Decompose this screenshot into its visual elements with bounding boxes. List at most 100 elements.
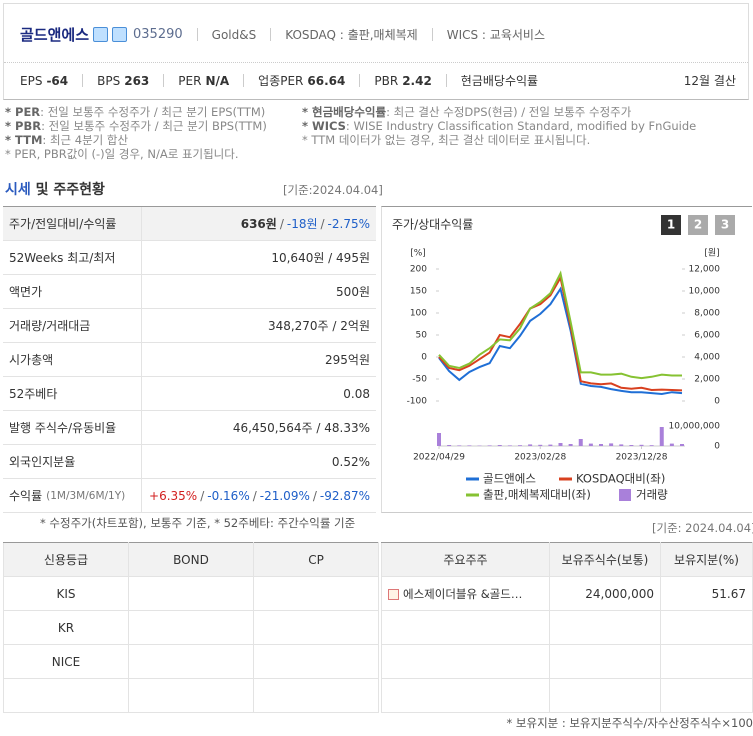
separator bbox=[163, 74, 165, 87]
y2-tick-label: 4,000 bbox=[694, 353, 720, 363]
metric-label: 현금배당수익률 bbox=[460, 74, 539, 88]
metric-value: 66.64 bbox=[307, 73, 346, 88]
row-label: 외국인지분율 bbox=[3, 445, 142, 478]
volume-bar bbox=[680, 444, 684, 446]
volume-bar bbox=[447, 445, 452, 446]
volume-bar bbox=[659, 427, 664, 446]
metric-label: PBR bbox=[374, 73, 399, 88]
market: KOSDAQ : 출판,매체복제 bbox=[285, 28, 418, 42]
label-text: 52주베타 bbox=[9, 387, 58, 401]
agency bbox=[3, 678, 129, 713]
y3-tick-label: 0 bbox=[714, 442, 720, 452]
row-value: 636원 / -18원 / -2.75% bbox=[142, 215, 376, 232]
page-button[interactable] bbox=[661, 215, 681, 235]
title-accent: 시세 bbox=[5, 182, 31, 198]
note-text: : 전일 보통주 수정주가 / 최근 분기 BPS(TTM) bbox=[41, 119, 267, 133]
row: KR bbox=[3, 610, 379, 645]
icon[interactable] bbox=[112, 27, 128, 42]
note: * PBR: 전일 보통주 수정주가 / 최근 분기 BPS(TTM) bbox=[5, 119, 267, 133]
value-part: 348,270주 / 2억원 bbox=[267, 319, 370, 333]
page-button-label[interactable]: 1 bbox=[667, 218, 675, 232]
note: * 현금배당수익률: 최근 결산 수정DPS(현금) / 전일 보통주 수정주가 bbox=[302, 105, 696, 119]
label-text: 액면가 bbox=[9, 285, 43, 299]
label-text: 시가총액 bbox=[9, 353, 54, 367]
series-line bbox=[438, 270, 682, 380]
metric-label: PER bbox=[178, 73, 202, 88]
value-part: / bbox=[252, 488, 257, 503]
stock-code: 035290 bbox=[133, 27, 183, 42]
page-button[interactable] bbox=[688, 215, 708, 235]
value-part: -92.87% bbox=[319, 488, 370, 503]
header-cell: CP bbox=[253, 542, 379, 577]
header-cell: 주요주주 bbox=[381, 542, 550, 577]
separator bbox=[243, 74, 245, 87]
notes-left: * PER: 전일 보통주 수정주가 / 최근 분기 EPS(TTM) * PBR… bbox=[5, 105, 267, 161]
volume-bar bbox=[507, 445, 512, 446]
value-part: -0.16% bbox=[207, 488, 250, 503]
icon[interactable] bbox=[93, 27, 109, 42]
value-part: 46,450,564주 / 48.33% bbox=[232, 421, 370, 435]
legend-label: 골드앤에스 bbox=[483, 472, 536, 486]
row-label: 수익률 (1M/3M/6M/1Y) bbox=[3, 479, 142, 512]
metric-value: 2.42 bbox=[402, 73, 432, 88]
value-part: -21.09% bbox=[259, 488, 310, 503]
label-text: 외국인지분율 bbox=[9, 455, 76, 469]
row bbox=[381, 610, 753, 645]
volume-bar bbox=[599, 444, 603, 446]
volume-bar bbox=[518, 445, 522, 446]
chart-panel: 주가/상대수익률 1 2 3 [%] [원] 200 150 100 50 0 -50 -100 12,0… bbox=[381, 206, 752, 513]
cell bbox=[549, 610, 661, 645]
header-row: 신용등급 BOND CP bbox=[3, 542, 379, 577]
cell bbox=[381, 644, 550, 679]
note-term: * WICS bbox=[302, 119, 346, 133]
y-tick-label: 50 bbox=[416, 331, 428, 341]
footnote: * 보유지분 : 보유지분주식수/자수산정주식수×100 bbox=[506, 716, 753, 730]
note-term: * 현금배당수익률 bbox=[302, 105, 387, 119]
y-tick-label: 200 bbox=[410, 265, 427, 275]
y2-tick-label: 12,000 bbox=[689, 265, 721, 275]
header-cell: 신용등급 bbox=[3, 542, 129, 577]
expand-icon[interactable] bbox=[388, 588, 399, 600]
note-text: * TTM 데이터가 없는 경우, 최근 결산 데이터로 표시됩니다. bbox=[302, 133, 591, 147]
table-row: 발행 주식수/유동비율 46,450,564주 / 48.33% bbox=[3, 411, 376, 445]
summary-box: 골드앤에스 035290 Gold&S KOSDAQ : 출판,매체복제 WIC… bbox=[3, 3, 749, 100]
value-part: -18원 bbox=[286, 217, 318, 231]
row: NICE bbox=[3, 644, 379, 679]
cell bbox=[381, 678, 550, 713]
legend-label: 출판,매체복제대비(좌) bbox=[483, 488, 591, 502]
cell bbox=[660, 644, 753, 679]
volume-bar bbox=[588, 443, 593, 446]
metric-value: 263 bbox=[124, 73, 150, 88]
row: 에스제이더블유 &골드… 24,000,000 51.67 bbox=[381, 576, 753, 611]
holder-name-text: 에스제이더블유 &골드… bbox=[403, 586, 523, 601]
page-button-label[interactable]: 3 bbox=[721, 218, 729, 232]
english-name: Gold&S bbox=[211, 27, 257, 42]
y2-axis-label: [원] bbox=[704, 248, 719, 259]
label-text: 52Weeks 최고/최저 bbox=[9, 251, 116, 265]
page-button[interactable] bbox=[715, 215, 735, 235]
volume-bar bbox=[619, 444, 624, 446]
note: * PER: 전일 보통주 수정주가 / 최근 분기 EPS(TTM) bbox=[5, 105, 267, 119]
series-line bbox=[438, 275, 683, 392]
credit-table: 신용등급 BOND CP KIS KR NICE bbox=[3, 542, 379, 713]
row: KIS bbox=[3, 576, 379, 611]
page-button-label[interactable]: 2 bbox=[694, 218, 702, 232]
note-text: : 전일 보통주 수정주가 / 최근 분기 EPS(TTM) bbox=[40, 105, 266, 119]
note-text: * PER, PBR값이 (-)일 경우, N/A로 표기됩니다. bbox=[5, 147, 239, 161]
separator bbox=[196, 28, 198, 41]
value-part: / bbox=[200, 488, 205, 503]
y-tick-label: 150 bbox=[410, 287, 427, 297]
value-part: -2.75% bbox=[327, 217, 370, 231]
volume-bar bbox=[649, 445, 654, 446]
holder-stake: 51.67 bbox=[660, 576, 753, 611]
table-row: 액면가 500원 bbox=[3, 275, 376, 309]
note: * PER, PBR값이 (-)일 경우, N/A로 표기됩니다. bbox=[5, 147, 267, 161]
row-label: 52Weeks 최고/최저 bbox=[3, 241, 142, 274]
value-part: +6.35% bbox=[149, 488, 198, 503]
row-value: 295억원 bbox=[142, 351, 376, 368]
value-part: 10,640원 / 495원 bbox=[271, 251, 370, 265]
chart-title: 주가/상대수익률 bbox=[392, 218, 473, 232]
note-term: * PER bbox=[5, 105, 41, 119]
